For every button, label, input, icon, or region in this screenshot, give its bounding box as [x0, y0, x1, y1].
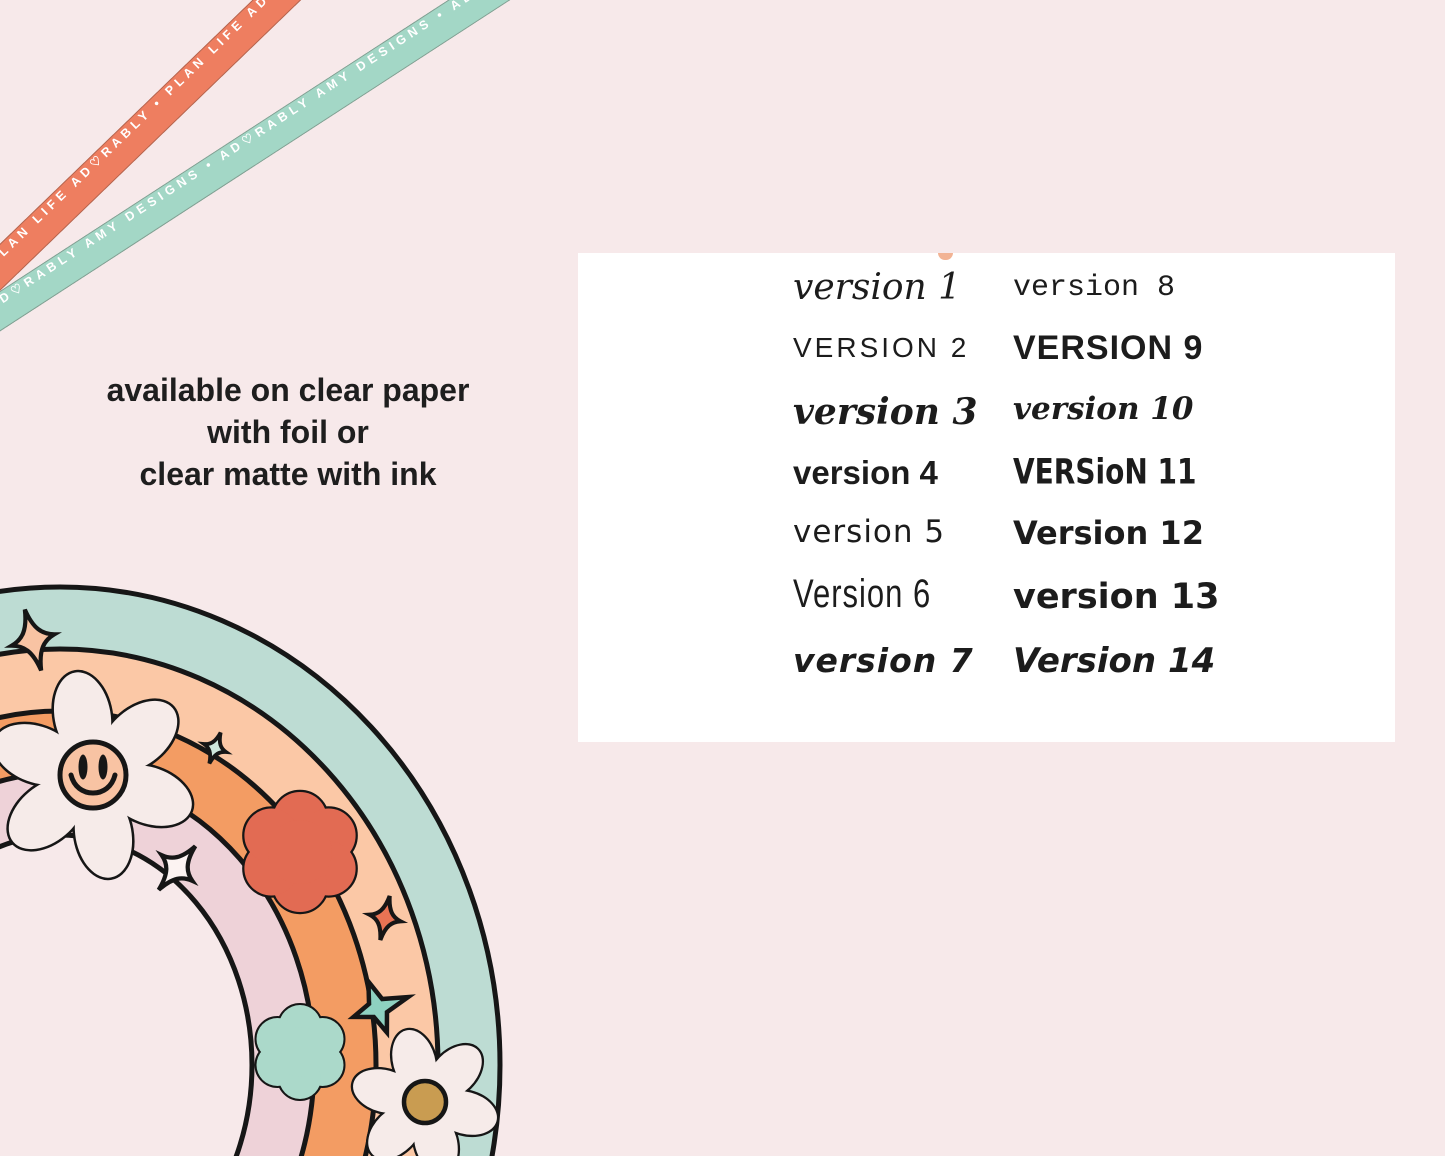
version-1-text: version 1: [793, 267, 962, 308]
version-6-text: Version 6: [793, 570, 932, 617]
version-9-label: VERSION 9: [1013, 329, 1203, 377]
peach-notch: [938, 253, 953, 260]
band-inner-fill: [0, 835, 252, 1156]
teal-petals-fill: [256, 1005, 344, 1099]
gold-daisy-icon: [350, 1027, 500, 1156]
coral-petals-fill: [244, 792, 356, 912]
version-7-text: version 7: [793, 641, 974, 680]
version-13-text: version 13: [1013, 577, 1220, 617]
version-3-text: version 3: [793, 391, 978, 433]
gold-daisy-center: [401, 1078, 449, 1126]
versions-panel: version 1 VERSION 2 version 3 version 4 …: [578, 253, 1395, 742]
smiley-eyes: [78, 754, 108, 780]
version-6-label: Version 6: [793, 571, 931, 625]
version-8-text: version 8: [1013, 271, 1176, 305]
teal-flower-icon: [254, 1003, 346, 1101]
version-1-label: version 1: [793, 267, 961, 315]
version-7-label: version 7: [793, 641, 974, 689]
version-5-text: version 5: [793, 514, 946, 550]
gold-daisy-petals-fill: [353, 1030, 497, 1156]
tagline-line-3: clear matte with ink: [139, 456, 437, 492]
version-14-label: Version 14: [1013, 641, 1215, 689]
smiley-daisy-icon: [0, 669, 195, 881]
version-4-label: version 4: [793, 454, 938, 502]
version-8-label: version 8: [1013, 267, 1175, 315]
version-9-text: VERSION 9: [1013, 329, 1204, 367]
version-14-text: Version 14: [1013, 641, 1216, 681]
retro-rainbow-illustration: [0, 584, 503, 1156]
teal-star-icon: [347, 975, 416, 1039]
version-11-text: VERSioN 11: [1013, 451, 1197, 493]
version-2-label: VERSION 2: [793, 329, 969, 377]
coral-flower-icon: [242, 789, 358, 915]
tagline-line-2: with foil or: [207, 414, 369, 450]
version-11-label: VERSioN 11: [1013, 451, 1197, 502]
smiley-face: [57, 739, 129, 811]
version-4-text: version 4: [793, 454, 938, 491]
tagline-line-1: available on clear paper: [106, 372, 470, 408]
version-12-text: Version 12: [1013, 514, 1204, 552]
version-10-label: version 10: [1013, 391, 1193, 439]
tagline: available on clear paper with foil or cl…: [38, 369, 538, 495]
version-2-text: VERSION 2: [793, 332, 970, 363]
version-12-label: Version 12: [1013, 514, 1204, 562]
version-5-label: version 5: [793, 514, 945, 562]
version-13-label: version 13: [1013, 577, 1220, 625]
smiley-mouth: [68, 772, 118, 796]
version-10-text: version 10: [1013, 391, 1194, 427]
version-3-label: version 3: [793, 391, 978, 439]
ribbon-teal-text: AD♡RABLY AMY DESIGNS • AD♡RABLY AMY DESI…: [0, 0, 517, 314]
